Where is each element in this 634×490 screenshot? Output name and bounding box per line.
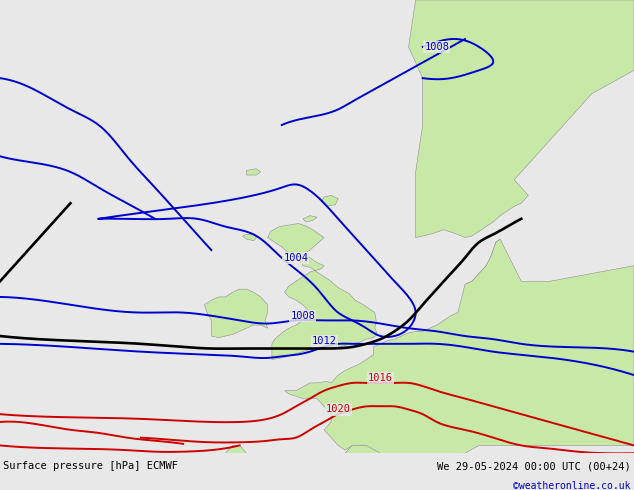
Text: 1008: 1008 — [424, 42, 450, 52]
Polygon shape — [247, 169, 261, 175]
Polygon shape — [204, 289, 268, 338]
Text: 1004: 1004 — [283, 253, 308, 263]
Text: ©weatheronline.co.uk: ©weatheronline.co.uk — [514, 481, 631, 490]
Polygon shape — [242, 234, 256, 241]
Polygon shape — [218, 445, 408, 490]
Text: 1012: 1012 — [311, 336, 337, 346]
Polygon shape — [285, 239, 634, 464]
Text: 1020: 1020 — [326, 404, 351, 415]
Text: Surface pressure [hPa] ECMWF: Surface pressure [hPa] ECMWF — [3, 461, 178, 471]
Polygon shape — [321, 196, 338, 206]
Polygon shape — [268, 223, 378, 360]
Text: 1016: 1016 — [368, 373, 393, 383]
Text: We 29-05-2024 00:00 UTC (00+24): We 29-05-2024 00:00 UTC (00+24) — [437, 461, 631, 471]
Polygon shape — [408, 0, 634, 238]
Text: 1008: 1008 — [290, 311, 315, 321]
Polygon shape — [465, 239, 500, 286]
Polygon shape — [303, 216, 317, 222]
